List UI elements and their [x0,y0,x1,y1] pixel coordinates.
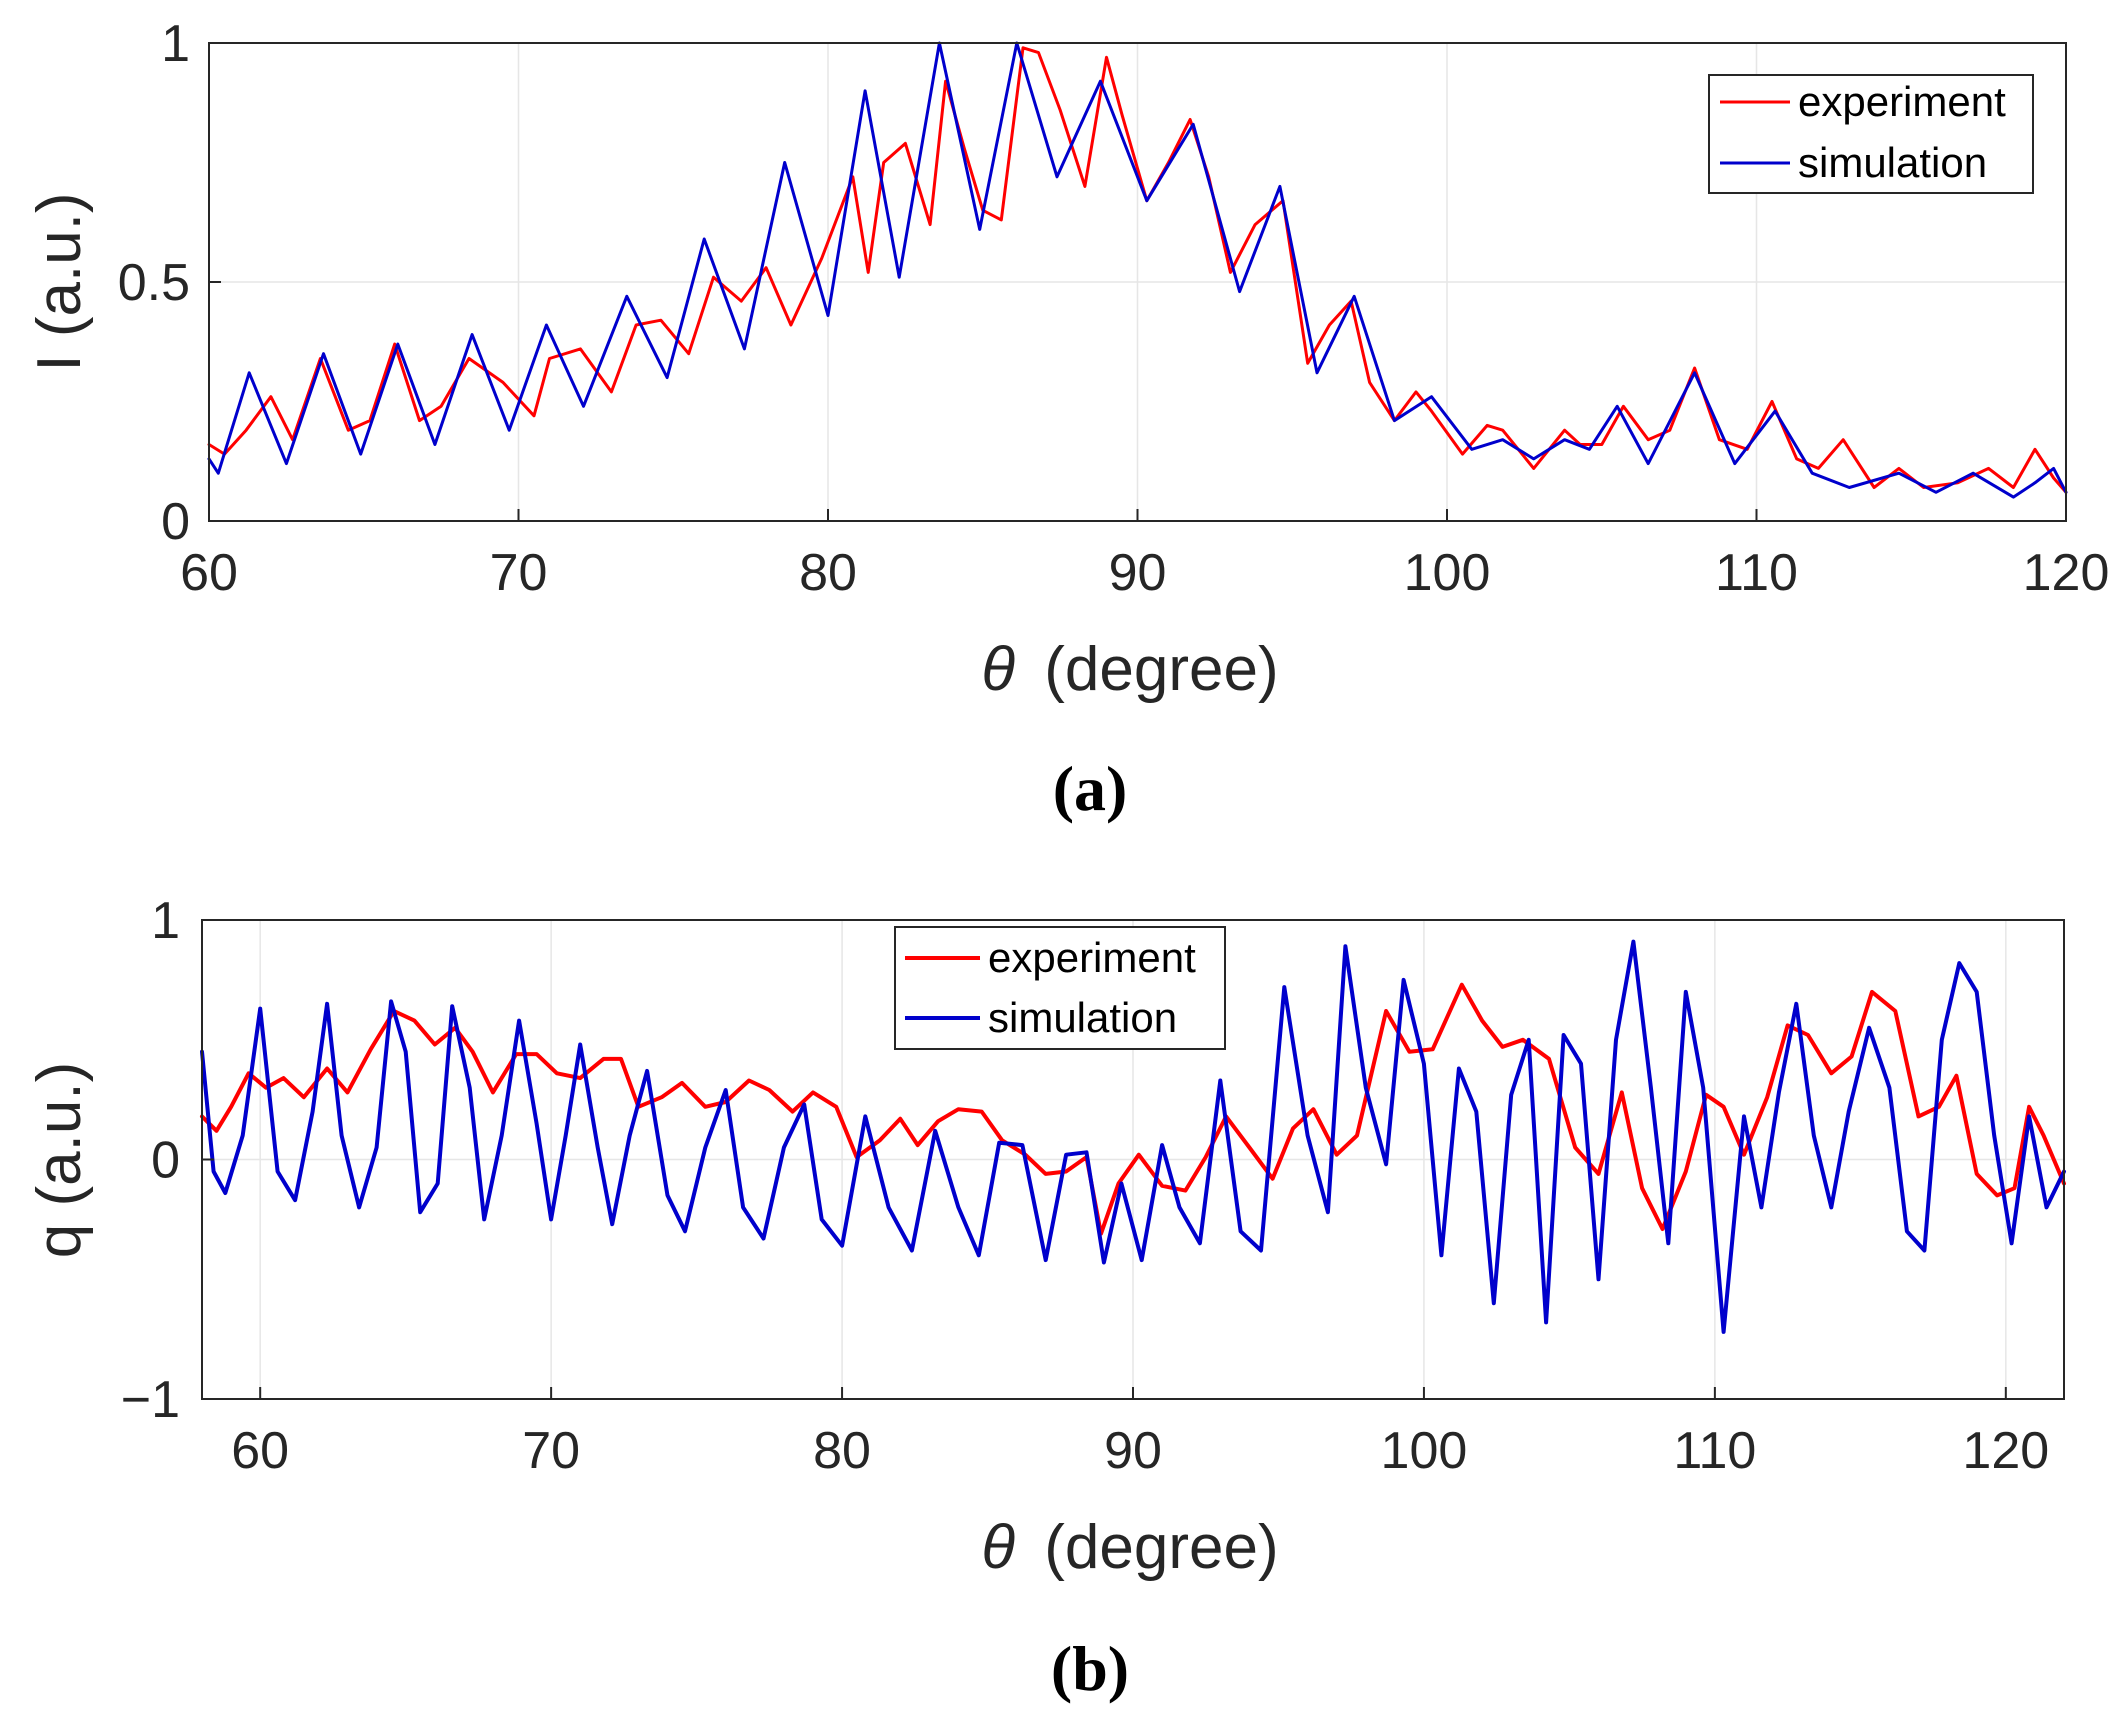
legend-label-experiment-b: experiment [988,934,1196,981]
caption-a: (a) [1053,753,1128,824]
x-tick-label-a-80: 80 [799,544,857,602]
theta-symbol-b: θ [981,1513,1015,1582]
series-lines-a [207,41,2068,499]
y-tick-label-a-0: 0 [161,493,190,551]
legend-label-experiment-a: experiment [1798,78,2006,125]
x-axis-label-b: θ (degree) [981,1513,1278,1582]
y-tick-label-a-2: 1 [161,15,190,73]
chart-panel-a: 60 70 80 90 100 110 120 0 0.5 1 I (a.u.) θ (degre… [25,15,2109,824]
x-axis-label-a: θ (degree) [981,635,1278,704]
legend-box-b [894,926,1226,1050]
x-tick-label-a-70: 70 [490,544,548,602]
legend-label-simulation-b: simulation [988,994,1177,1041]
x-tick-label-a-120: 120 [2023,544,2110,602]
tick-labels-a: 60 70 80 90 100 110 120 0 0.5 1 [118,15,2110,602]
x-tick-label-b-70: 70 [522,1422,580,1480]
x-tick-label-b-110: 110 [1673,1422,1756,1480]
x-axis-unit-b: (degree) [1044,1513,1278,1582]
x-tick-label-a-90: 90 [1109,544,1167,602]
x-tick-label-b-80: 80 [813,1422,871,1480]
tick-labels-b: 60 70 80 90 100 110 120 −1 0 1 [121,892,2049,1480]
theta-symbol-a: θ [981,635,1015,704]
x-tick-label-a-60: 60 [180,544,238,602]
x-tick-label-b-90: 90 [1104,1422,1162,1480]
chart-panel-b: 60 70 80 90 100 110 120 −1 0 1 q (a.u.) θ (degree… [25,892,2066,1704]
x-tick-label-b-120: 120 [1962,1422,2049,1480]
series-line-simulation-a [207,41,2068,499]
y-tick-label-b-2: 1 [151,892,180,950]
legend-a: experiment simulation [1708,74,2034,194]
legend-b: experiment simulation [894,926,1226,1050]
y-axis-label-a: I (a.u.) [25,192,94,371]
series-lines-b [200,939,2066,1334]
y-axis-label-b: q (a.u.) [25,1062,94,1258]
series-line-experiment-a [207,46,2068,494]
y-tick-label-a-1: 0.5 [118,254,190,312]
legend-box-a [1708,74,2034,194]
caption-b: (b) [1051,1633,1129,1704]
y-tick-label-b-0: −1 [121,1371,180,1429]
x-tick-label-a-100: 100 [1404,544,1491,602]
series-line-experiment-b [200,982,2066,1236]
x-tick-label-b-60: 60 [231,1422,289,1480]
y-tick-label-b-1: 0 [151,1132,180,1190]
legend-label-simulation-a: simulation [1798,139,1987,186]
x-axis-unit-a: (degree) [1044,635,1278,704]
series-line-simulation-b [200,939,2066,1334]
x-tick-label-b-100: 100 [1381,1422,1468,1480]
x-tick-label-a-110: 110 [1715,544,1798,602]
